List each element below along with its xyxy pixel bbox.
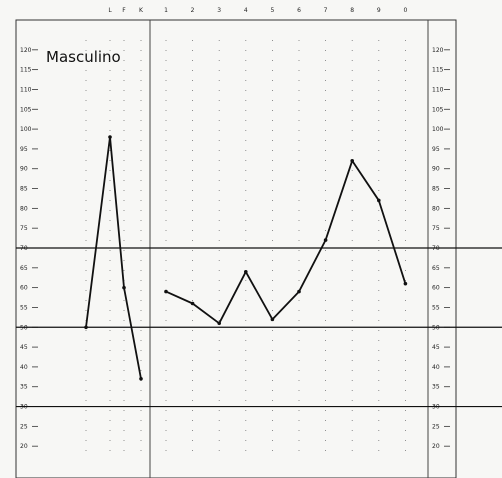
column-header: 0 <box>403 7 407 14</box>
left-scale-tick: 20 <box>20 443 28 450</box>
profile-line-clinical <box>165 159 407 325</box>
right-scale-tick: 95 <box>432 146 440 153</box>
right-scale-tick: 25 <box>432 423 440 430</box>
left-scale-tick: 95 <box>20 146 28 153</box>
left-scale-tick: 60 <box>20 285 28 292</box>
left-scale-tick: 85 <box>20 186 28 193</box>
column-dot-scales <box>85 40 406 460</box>
profile-point <box>122 285 126 290</box>
left-scale-tick: 80 <box>20 205 28 212</box>
column-header: 5 <box>270 7 274 14</box>
left-scale-tick: 35 <box>20 384 28 391</box>
profile-line-validity <box>85 136 142 379</box>
profile-point <box>164 289 168 294</box>
left-scale-tick: 105 <box>20 106 32 113</box>
profile-lines <box>84 135 408 381</box>
left-scale-tick: 45 <box>20 344 28 351</box>
column-header: 3 <box>217 7 221 14</box>
left-scale-tick: 110 <box>20 86 32 93</box>
profile-point <box>270 317 275 322</box>
right-scale-tick: 105 <box>432 106 444 113</box>
right-scale-tick: 80 <box>432 205 440 212</box>
column-header: L <box>108 7 112 14</box>
column-header: 4 <box>244 7 248 14</box>
right-scale-tick: 85 <box>432 186 440 193</box>
right-scale-tick: 115 <box>432 67 444 74</box>
right-scale-tick: 65 <box>432 265 440 272</box>
right-scale-tick: 110 <box>432 86 444 93</box>
left-scale-tick: 25 <box>20 423 28 430</box>
column-header: 8 <box>350 7 354 14</box>
left-scale-tick: 115 <box>20 67 32 74</box>
chart-title: Masculino <box>46 48 121 66</box>
right-scale-tick: 60 <box>432 285 440 292</box>
left-scale-tick: 55 <box>20 304 28 311</box>
column-header: 9 <box>377 7 381 14</box>
profile-point <box>350 159 355 163</box>
column-header: F <box>122 7 126 14</box>
column-header: 1 <box>164 7 168 14</box>
left-scale-tick: 65 <box>20 265 28 272</box>
profile-point <box>403 281 408 286</box>
right-scale-tick: 40 <box>432 364 440 371</box>
profile-point <box>108 135 112 139</box>
right-scale-tick: 20 <box>432 443 440 450</box>
profile-point <box>323 238 328 242</box>
column-header: 6 <box>297 7 301 14</box>
column-header: K <box>139 7 144 14</box>
profile-point <box>190 301 195 306</box>
left-scale-tick: 90 <box>20 166 28 173</box>
left-scale-tick: 100 <box>20 126 32 133</box>
profile-point <box>297 289 301 294</box>
column-header: 2 <box>191 7 195 14</box>
left-scale-tick: 40 <box>20 364 28 371</box>
left-scale-tick: 120 <box>20 47 32 54</box>
profile-point <box>244 269 248 274</box>
column-header: 7 <box>324 7 328 14</box>
reference-lines <box>16 247 502 408</box>
right-scale-tick: 35 <box>432 384 440 391</box>
profile-frame <box>15 19 457 478</box>
profile-point <box>139 377 143 381</box>
profile-point <box>217 321 221 326</box>
left-scale-tick: 75 <box>20 225 28 232</box>
column-header-row: L F K 1 2 3 4 5 6 7 8 9 0 <box>108 7 407 14</box>
right-scale-tick: 100 <box>432 126 444 133</box>
profile-point <box>84 325 88 330</box>
right-scale-tick: 90 <box>432 166 440 173</box>
right-scale-tick: 45 <box>432 344 440 351</box>
right-scale-tick: 120 <box>432 47 444 54</box>
right-scale-tick: 55 <box>432 304 440 311</box>
right-scale-tick: 75 <box>432 225 440 232</box>
profile-point <box>377 198 381 203</box>
